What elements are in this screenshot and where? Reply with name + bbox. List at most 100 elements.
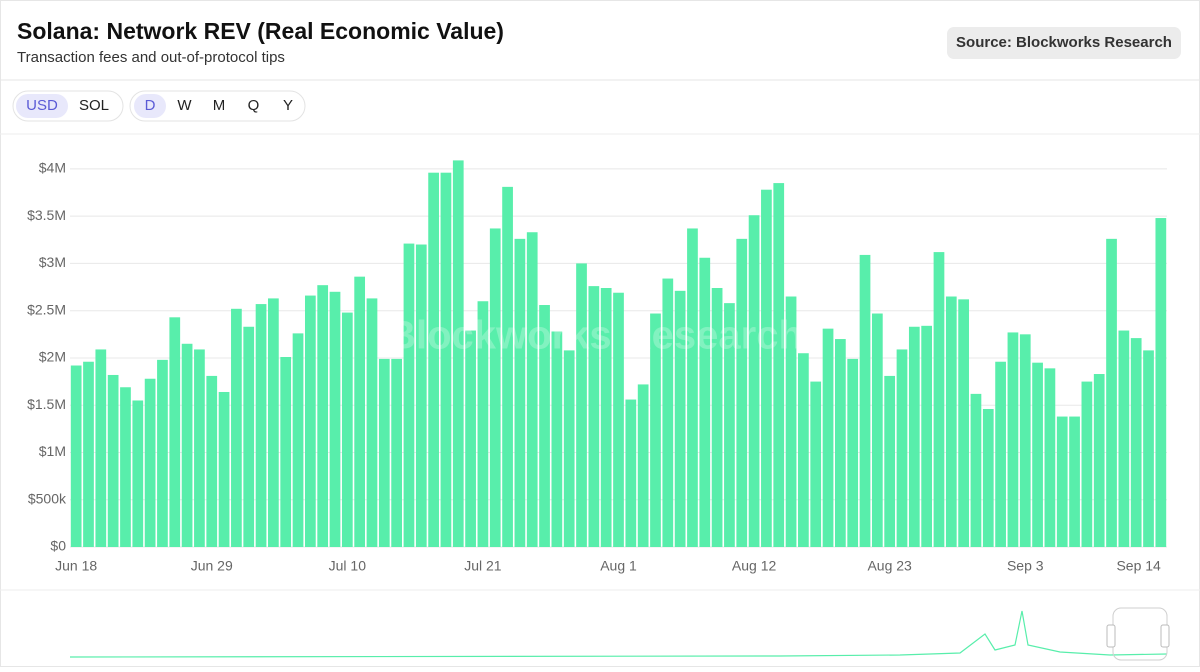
bar — [452, 160, 464, 547]
bar — [526, 232, 538, 547]
bar — [268, 298, 279, 547]
bar — [304, 295, 316, 547]
bar — [945, 296, 957, 547]
bar — [181, 343, 193, 547]
bar — [699, 257, 711, 547]
bar — [428, 172, 439, 547]
bar — [1056, 416, 1068, 547]
bar — [921, 325, 933, 547]
x-tick-label: Jul 10 — [329, 558, 367, 574]
bar — [871, 313, 883, 547]
period-option[interactable]: Y — [283, 97, 293, 114]
bar — [847, 358, 859, 547]
bar — [933, 252, 945, 548]
bar — [1007, 332, 1019, 547]
bar — [157, 359, 168, 547]
period-option[interactable]: Q — [248, 97, 260, 114]
bar — [194, 349, 205, 547]
period-option[interactable]: W — [177, 97, 192, 114]
x-tick-label: Sep 14 — [1116, 558, 1161, 574]
bar — [415, 244, 427, 547]
bar — [440, 172, 452, 547]
bar — [70, 365, 82, 547]
source-text: Source: Blockworks Research — [956, 34, 1172, 51]
bar — [366, 298, 378, 547]
bar — [600, 288, 612, 547]
bar — [231, 308, 242, 547]
y-tick-label: $3.5M — [27, 207, 66, 223]
bar — [255, 304, 267, 547]
bar — [341, 312, 353, 547]
bar — [477, 301, 489, 547]
bar — [958, 299, 969, 547]
bar — [1130, 338, 1142, 547]
x-tick-label: Aug 23 — [867, 558, 912, 574]
bar — [761, 189, 772, 547]
period-toggle — [129, 90, 306, 122]
y-tick-label: $2M — [39, 349, 66, 365]
bar — [1044, 368, 1056, 547]
bar — [1019, 334, 1031, 547]
bar — [391, 358, 402, 547]
y-tick-label: $0 — [50, 538, 66, 554]
bar — [206, 375, 218, 547]
y-tick-label: $1.5M — [27, 396, 66, 412]
bar — [465, 330, 476, 547]
bar — [970, 393, 982, 547]
bar — [896, 349, 908, 547]
bar — [822, 328, 834, 547]
bar — [650, 313, 661, 547]
unit-option[interactable]: SOL — [79, 97, 109, 114]
bar — [120, 387, 131, 547]
bar — [736, 238, 748, 547]
bar — [1155, 218, 1167, 548]
bar — [317, 285, 329, 547]
period-active — [134, 94, 166, 118]
bar — [1069, 416, 1080, 547]
bar — [1093, 374, 1105, 547]
navigator-handle[interactable] — [1106, 624, 1116, 648]
x-tick-label: Sep 3 — [1007, 558, 1044, 574]
bar — [637, 384, 649, 547]
bar — [107, 374, 119, 547]
bar — [551, 331, 563, 547]
bar — [1032, 362, 1043, 547]
source-badge — [947, 27, 1181, 59]
bar — [514, 238, 526, 547]
bar — [144, 378, 156, 547]
bar — [132, 400, 144, 547]
chart-title: Solana: Network REV (Real Economic Value… — [17, 18, 504, 44]
period-option[interactable]: D — [145, 97, 156, 114]
bar — [798, 353, 809, 547]
watermark: Blockworks Research — [387, 314, 803, 358]
bar — [403, 243, 415, 548]
y-tick-label: $500k — [28, 490, 67, 506]
bar — [243, 326, 255, 547]
period-option[interactable]: M — [213, 97, 226, 114]
bar — [674, 290, 686, 547]
bar — [1081, 381, 1093, 547]
unit-option[interactable]: USD — [26, 97, 58, 114]
bar — [169, 317, 181, 547]
bar — [83, 361, 94, 547]
bar — [280, 357, 292, 547]
x-tick-label: Aug 12 — [732, 558, 777, 574]
bar — [1143, 350, 1154, 547]
bar — [982, 408, 994, 547]
bar — [625, 399, 637, 547]
bar — [489, 228, 501, 547]
bar — [588, 286, 600, 547]
bar — [662, 278, 674, 547]
y-tick-label: $1M — [39, 443, 66, 459]
navigator-handle[interactable] — [1160, 624, 1170, 648]
x-tick-label: Jun 18 — [55, 558, 97, 574]
chart-subtitle: Transaction fees and out-of-protocol tip… — [17, 49, 285, 66]
bar — [835, 339, 846, 547]
bar — [859, 254, 871, 547]
bar — [218, 391, 230, 547]
bar — [1118, 330, 1130, 547]
x-tick-label: Jul 21 — [464, 558, 502, 574]
bar — [354, 276, 366, 547]
bar — [1106, 238, 1117, 547]
